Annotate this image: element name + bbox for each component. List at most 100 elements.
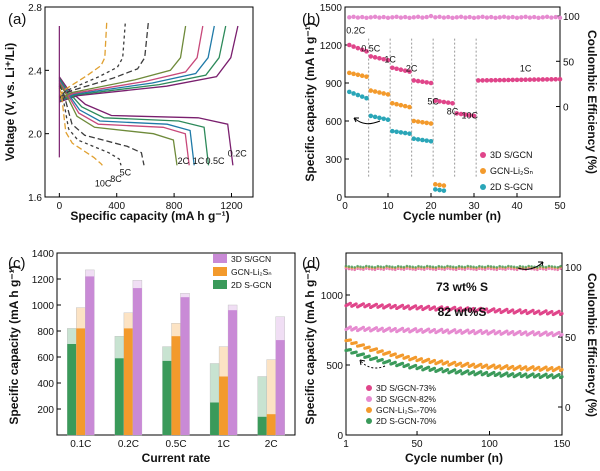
y-tick-label: 800 [37, 327, 54, 338]
rate-label: 0.5C [205, 156, 225, 166]
panel-b-legend: 3D S/GCN GCN-Li₂Sₙ 2D S-GCN [480, 150, 533, 192]
capacity-point [466, 361, 470, 366]
rate-label: 2C [178, 156, 190, 166]
ce-point [458, 14, 464, 19]
ce-point [441, 15, 447, 20]
capacity-point [432, 366, 437, 370]
capacity-point [471, 113, 477, 119]
capacity-point [390, 100, 395, 106]
ce-point [408, 265, 412, 268]
panel-b-xlabel: Cycle number (n) [403, 209, 501, 223]
capacity-point [428, 121, 434, 126]
x-tick-label: 50 [411, 439, 423, 450]
x-tick-label: 0.5C [165, 439, 186, 450]
capacity-point [445, 368, 450, 372]
x-tick-label: 1200 [220, 201, 243, 212]
capacity-point [413, 304, 418, 308]
ce-point [390, 15, 395, 20]
capacity-point [348, 347, 352, 352]
capacity-point [544, 77, 550, 82]
capacity-point [406, 327, 410, 331]
capacity-point [372, 55, 378, 60]
capacity-point [493, 77, 498, 83]
panel-d: (d) Cycle number (n) Specific capacity (… [302, 252, 599, 465]
legend-label: GCN-Li₂Sₙ [490, 166, 533, 176]
ce-point [489, 265, 493, 268]
ce-point [396, 264, 400, 268]
bar-value [114, 358, 124, 435]
bar-value [67, 344, 77, 435]
capacity-point [361, 302, 365, 306]
capacity-point [368, 113, 374, 119]
ce-point [530, 265, 533, 268]
capacity-point [411, 118, 417, 124]
capacity-point [544, 330, 548, 334]
capacity-point [544, 365, 548, 369]
ce-point [388, 265, 391, 268]
ce-point [486, 264, 490, 268]
bar-value [257, 416, 267, 435]
capacity-point [445, 360, 450, 364]
x-tick-label: 20 [425, 201, 437, 212]
panel-a-xlabel: Specific capacity (mA h g⁻¹) [70, 209, 229, 223]
ce-point [538, 264, 542, 268]
ce-point [524, 265, 528, 269]
ce-point [514, 15, 520, 21]
capacity-point [505, 329, 509, 333]
panel-c-label: (c) [8, 255, 26, 272]
capacity-point [411, 78, 417, 83]
panel-b: (b) Cycle number (n) Specific capacity (… [302, 3, 599, 223]
capacity-point [355, 92, 361, 98]
capacity-point [402, 103, 408, 109]
capacity-point [497, 77, 503, 83]
legend-swatch [213, 254, 227, 263]
capacity-point [394, 66, 399, 72]
capacity-point [550, 373, 554, 377]
capacity-point [492, 307, 496, 311]
y-tick-label: 1000 [321, 291, 344, 302]
bar-value [123, 328, 133, 435]
x-tick-label: 2C [265, 439, 278, 450]
capacity-point [354, 341, 358, 345]
arrowhead [359, 359, 366, 366]
ce-point [431, 265, 435, 269]
bar-value [219, 376, 229, 435]
capacity-point [372, 114, 378, 120]
panel-a: (a) Specific capacity (mA h g⁻¹) Voltage… [3, 3, 254, 223]
capacity-point [524, 372, 528, 376]
ce-point [393, 265, 397, 269]
panel-c-xlabel: Current rate [142, 451, 211, 465]
capacity-point [458, 306, 463, 310]
ce-point [556, 265, 559, 269]
capacity-point [458, 111, 464, 117]
ce-point [519, 15, 524, 20]
panel-d-xlabel: Cycle number (n) [405, 451, 503, 465]
legend-label: GCN-Li₂Sₙ [231, 267, 272, 277]
charge-curve [58, 22, 126, 98]
ce-point [497, 15, 502, 20]
capacity-point [398, 130, 404, 135]
ce-point [385, 264, 388, 268]
discharge-curve [58, 79, 195, 166]
ce-point [351, 14, 356, 19]
capacity-point [355, 45, 361, 51]
capacity-point [498, 329, 502, 333]
ce-point [372, 14, 378, 19]
capacity-point [419, 357, 423, 361]
ce-point [518, 264, 522, 268]
panel-b-markers [347, 13, 563, 193]
panel-c-bars [67, 269, 285, 436]
ce-point [381, 14, 386, 20]
ce-point [475, 265, 478, 269]
capacity-point [394, 129, 399, 135]
ce-point [422, 265, 426, 269]
rate-label: 5C [120, 168, 132, 178]
capacity-point [453, 368, 457, 372]
capacity-point [354, 326, 358, 330]
capacity-point [476, 78, 481, 83]
capacity-point [367, 345, 371, 349]
bar-value [228, 310, 238, 435]
capacity-point [351, 91, 356, 96]
panel-d-legend: 3D S/GCN-73%3D S/GCN-82%GCN-Li₂Sₙ-70%2D … [366, 383, 437, 426]
